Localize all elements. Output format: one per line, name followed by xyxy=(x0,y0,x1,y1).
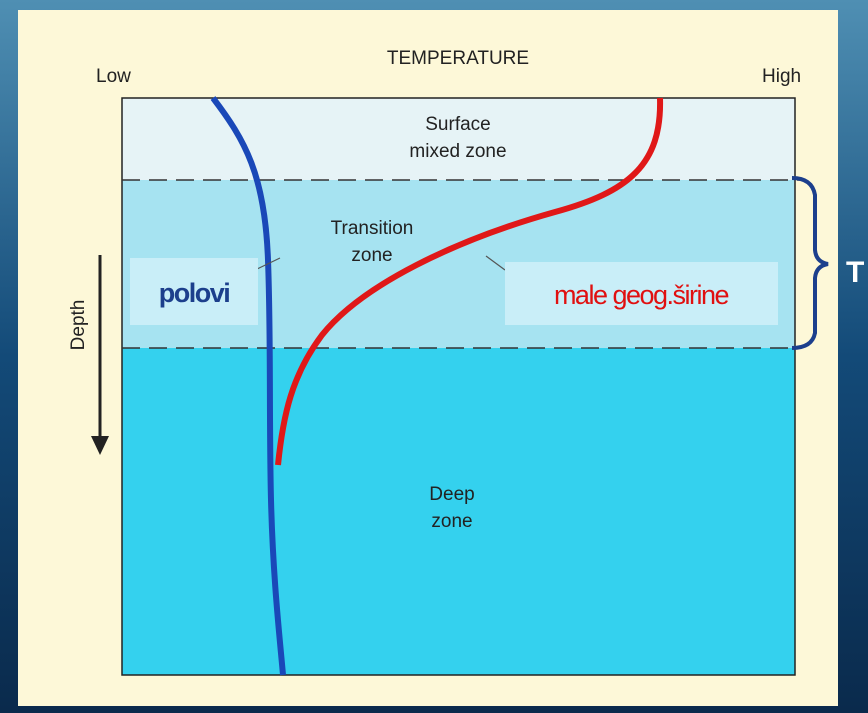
title: TEMPERATURE xyxy=(387,48,529,69)
zone-label: Transition xyxy=(331,218,414,239)
low-label: Low xyxy=(96,66,131,87)
bracket-label: T xyxy=(846,256,864,289)
zone-label: Surface xyxy=(425,114,490,135)
zone-label: zone xyxy=(351,245,392,266)
zone-label: Deep xyxy=(429,484,474,505)
depth-label: Depth xyxy=(68,300,89,351)
latitude-label: male geog.širine xyxy=(554,280,729,310)
high-label: High xyxy=(762,66,801,87)
diagram: TEMPERATURE Low High Depth Surface mixed… xyxy=(0,0,868,713)
zone-label: zone xyxy=(431,511,472,532)
zone-label: mixed zone xyxy=(409,141,506,162)
poles-label: polovi xyxy=(159,278,230,308)
